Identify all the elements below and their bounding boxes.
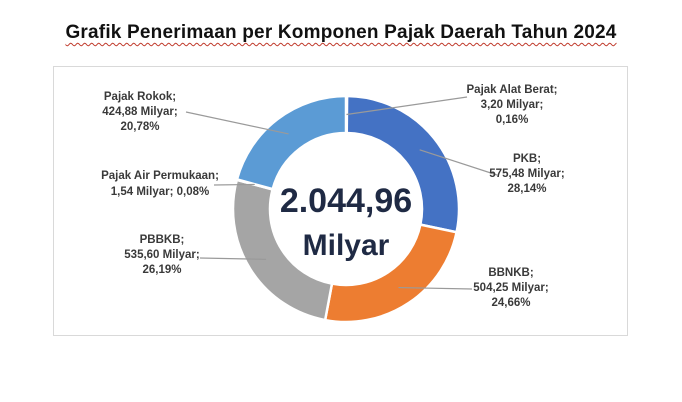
label-line: PKB; [513, 153, 541, 165]
chart-title: Grafik Penerimaan per Komponen Pajak Dae… [65, 22, 617, 43]
center-unit: Milyar [303, 229, 390, 262]
label-line: 26,19% [142, 264, 181, 276]
label-line: 1,54 Milyar; 0,08% [111, 186, 209, 198]
label-pbbkb: PBBKB; 535,60 Milyar; 26,19% [124, 234, 199, 276]
label-line: Pajak Air Permukaan; [101, 170, 219, 182]
label-line: 24,66% [491, 297, 530, 309]
label-line: 535,60 Milyar; [124, 249, 199, 261]
leader-line-pkb [419, 149, 498, 176]
label-bbnkb: BBNKB; 504,25 Milyar; 24,66% [473, 267, 548, 309]
label-line: 504,25 Milyar; [473, 282, 548, 294]
label-line: 28,14% [507, 183, 546, 195]
label-line: 0,16% [496, 114, 529, 126]
label-line: Pajak Alat Berat; [467, 84, 558, 96]
label-line: 3,20 Milyar; [481, 99, 544, 111]
label-line: BBNKB; [488, 267, 533, 279]
leader-line-pajak-air-permukaan [213, 183, 255, 186]
label-pkb: PKB; 575,48 Milyar; 28,14% [489, 153, 564, 195]
center-value: 2.044,96 [280, 182, 412, 220]
leader-line-bbnkb [398, 286, 473, 290]
leader-line-pajak-rokok [185, 111, 289, 135]
slice-labels: Pajak Alat Berat; 3,20 Milyar; 0,16% PKB; 57… [101, 84, 565, 309]
donut-slices [231, 94, 461, 324]
label-line: 20,78% [120, 121, 159, 133]
label-pajak-air-permukaan: Pajak Air Permukaan; 1,54 Milyar; 0,08% [101, 170, 219, 198]
slice-pajak-rokok [235, 94, 348, 191]
label-line: 575,48 Milyar; [489, 168, 564, 180]
label-pajak-alat-berat: Pajak Alat Berat; 3,20 Milyar; 0,16% [467, 84, 558, 126]
label-line: PBBKB; [140, 234, 185, 246]
label-line: 424,88 Milyar; [102, 106, 177, 118]
leader-line-pbbkb [199, 257, 267, 260]
label-pajak-rokok: Pajak Rokok; 424,88 Milyar; 20,78% [102, 91, 177, 133]
leader-lines [185, 96, 498, 290]
label-line: Pajak Rokok; [104, 91, 176, 103]
leader-line-pajak-alat-berat [346, 96, 468, 116]
